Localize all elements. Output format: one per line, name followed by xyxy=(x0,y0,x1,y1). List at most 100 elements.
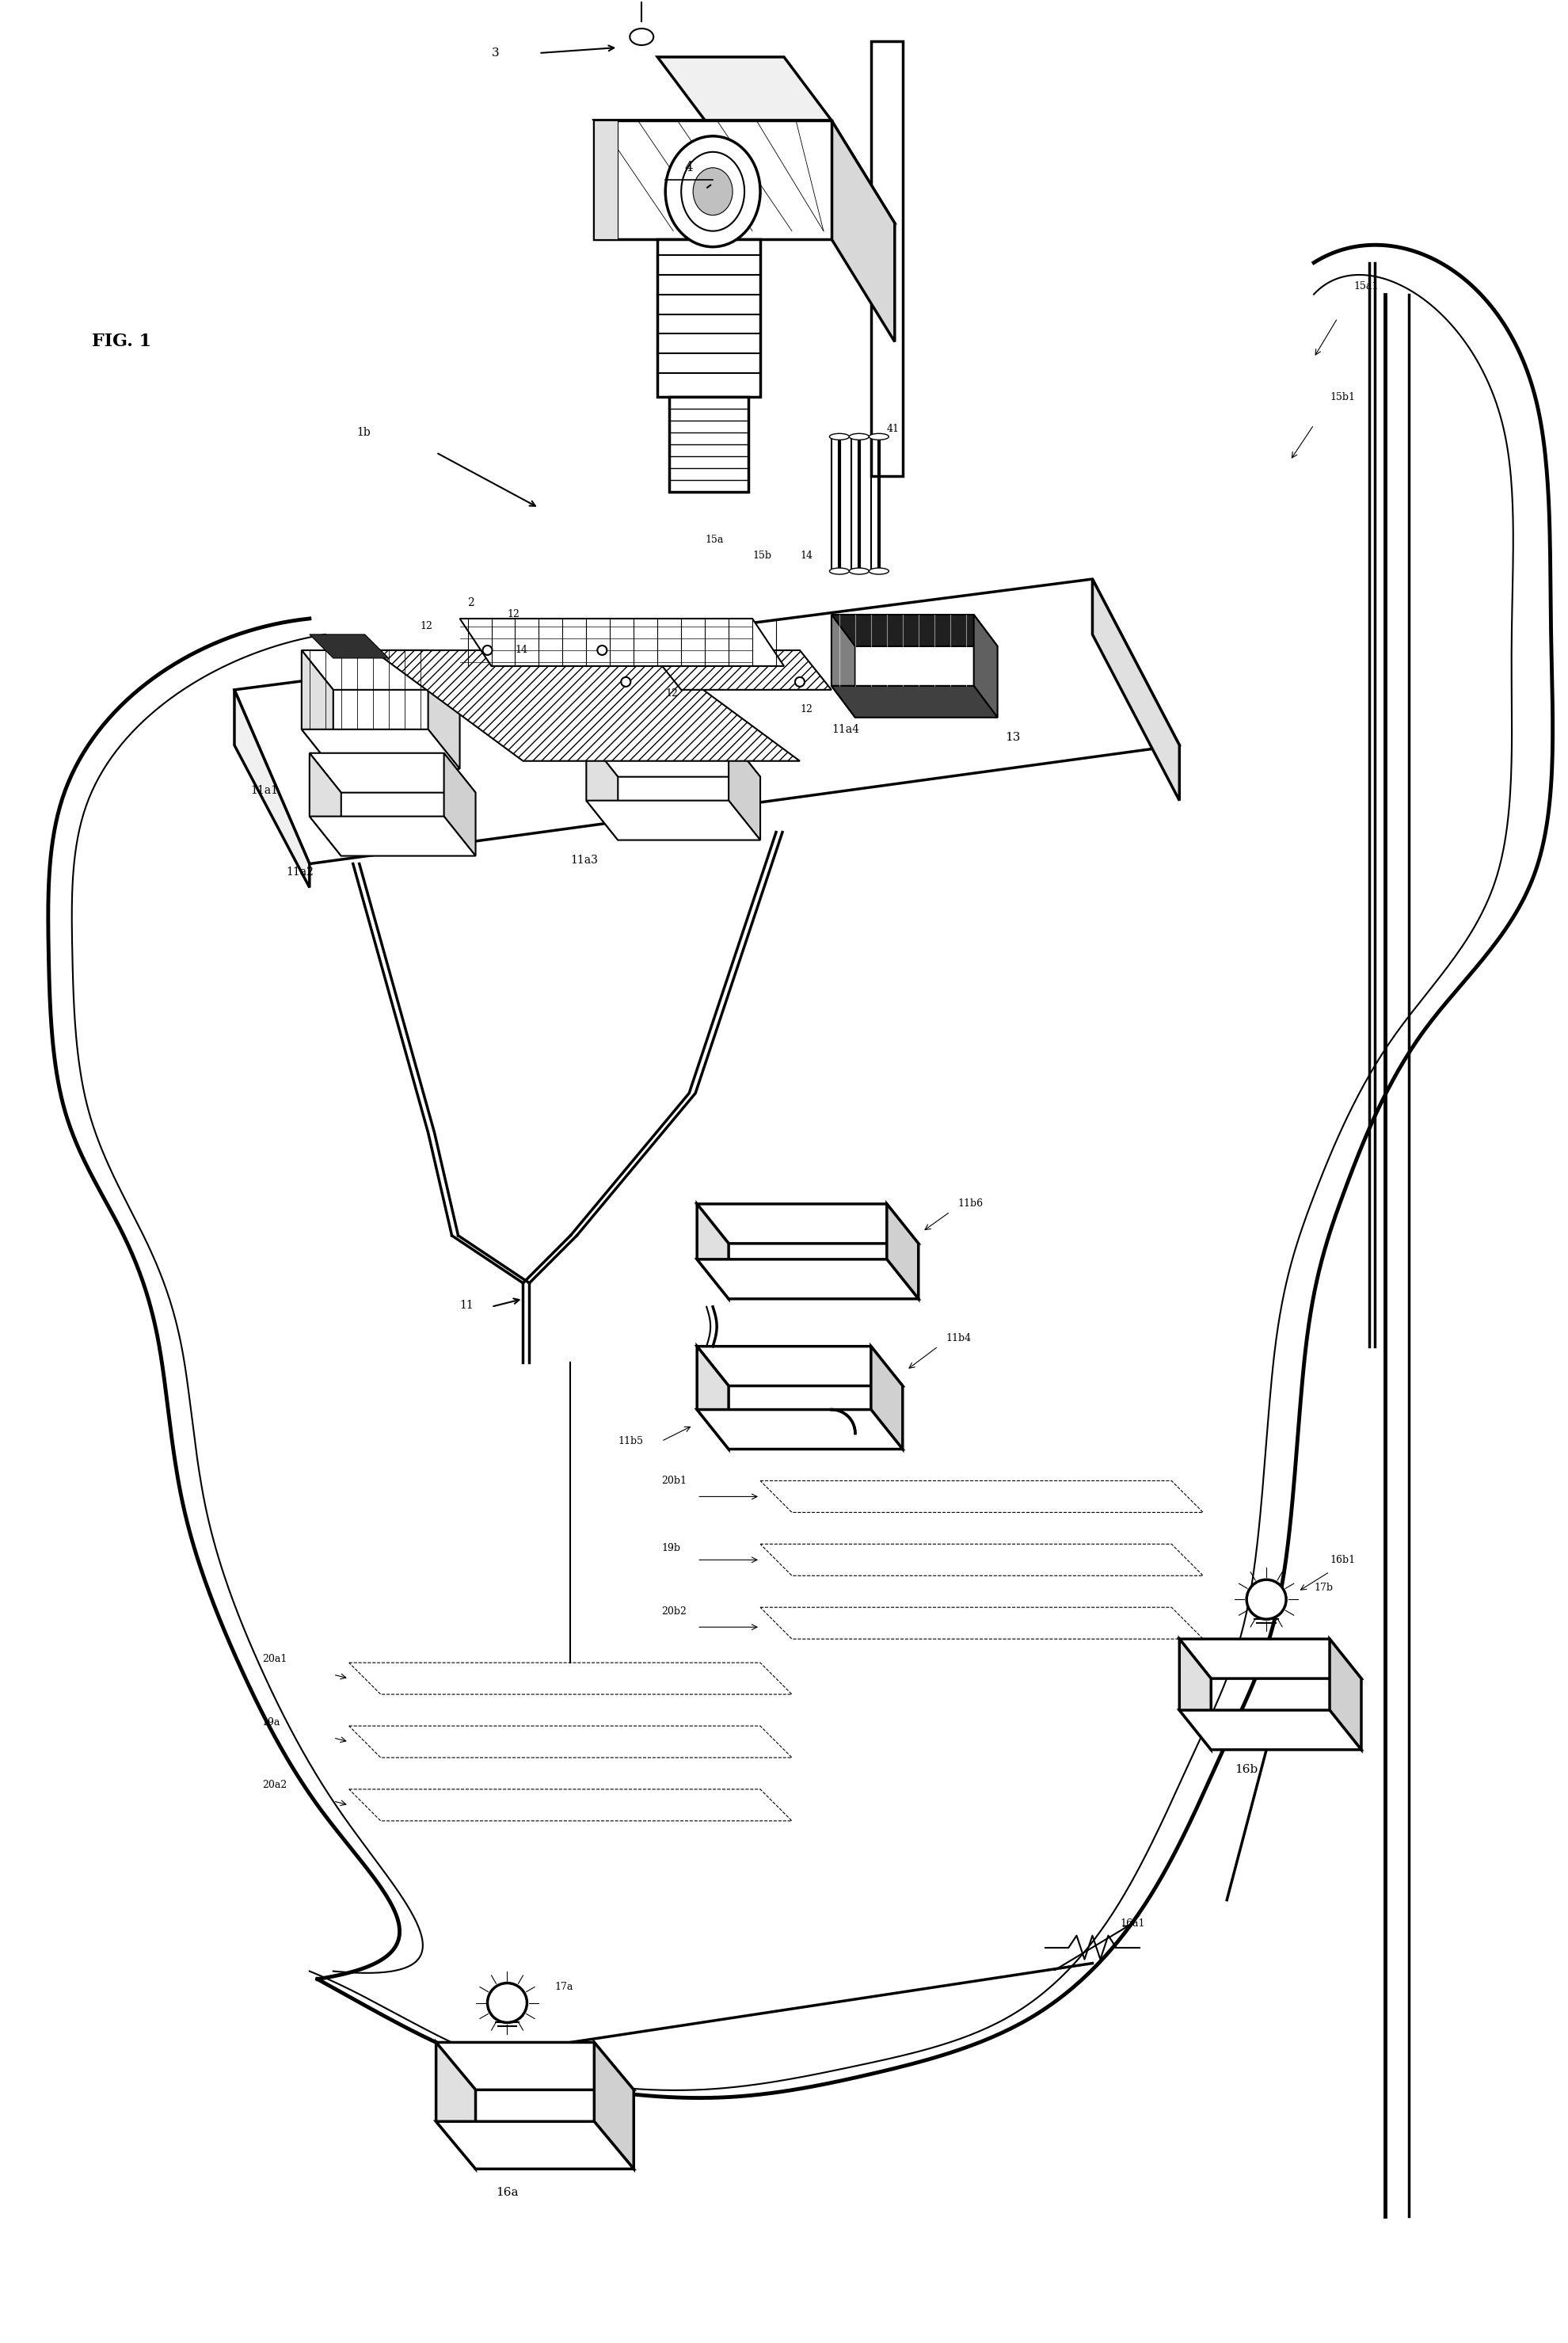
Polygon shape xyxy=(696,1258,917,1298)
Polygon shape xyxy=(670,396,748,492)
Text: 20b2: 20b2 xyxy=(662,1607,687,1617)
Circle shape xyxy=(1247,1579,1286,1619)
Polygon shape xyxy=(301,651,332,769)
Text: 12: 12 xyxy=(665,689,677,698)
Circle shape xyxy=(488,1982,527,2022)
Text: 14: 14 xyxy=(800,551,812,560)
Polygon shape xyxy=(657,239,760,396)
Polygon shape xyxy=(301,729,459,769)
Text: 14: 14 xyxy=(514,644,527,656)
Polygon shape xyxy=(436,2043,475,2170)
Text: 15b: 15b xyxy=(753,551,771,560)
Text: 41: 41 xyxy=(886,424,898,433)
Polygon shape xyxy=(657,56,831,119)
Text: 16b: 16b xyxy=(1234,1764,1258,1776)
Polygon shape xyxy=(886,1204,917,1298)
Polygon shape xyxy=(831,119,894,342)
Polygon shape xyxy=(870,1347,902,1448)
Polygon shape xyxy=(1179,1640,1210,1750)
Text: 17b: 17b xyxy=(1312,1582,1333,1593)
Text: 11a2: 11a2 xyxy=(285,867,314,876)
Polygon shape xyxy=(348,1727,792,1757)
Polygon shape xyxy=(309,752,340,855)
Polygon shape xyxy=(728,738,760,841)
Polygon shape xyxy=(696,1410,902,1448)
Polygon shape xyxy=(234,689,309,888)
Text: 11b6: 11b6 xyxy=(958,1200,983,1209)
Ellipse shape xyxy=(848,433,869,440)
Polygon shape xyxy=(696,1204,728,1298)
Polygon shape xyxy=(649,651,831,689)
Polygon shape xyxy=(309,635,389,658)
Text: 12: 12 xyxy=(506,609,519,621)
Polygon shape xyxy=(436,2120,633,2170)
Text: 19b: 19b xyxy=(662,1542,681,1553)
Text: 11a1: 11a1 xyxy=(249,785,278,797)
Polygon shape xyxy=(831,614,997,647)
Text: 19a: 19a xyxy=(262,1717,281,1727)
Polygon shape xyxy=(1179,1710,1361,1750)
Polygon shape xyxy=(870,42,902,476)
Polygon shape xyxy=(696,1204,917,1244)
Circle shape xyxy=(597,647,607,656)
Text: 12: 12 xyxy=(800,705,812,715)
Text: 15b1: 15b1 xyxy=(1330,391,1355,403)
Polygon shape xyxy=(594,2043,633,2170)
Polygon shape xyxy=(586,738,760,778)
Text: 12: 12 xyxy=(420,621,433,633)
Text: 11b4: 11b4 xyxy=(946,1333,971,1343)
Ellipse shape xyxy=(665,136,760,246)
Polygon shape xyxy=(444,752,475,855)
Polygon shape xyxy=(234,579,1179,865)
Ellipse shape xyxy=(829,567,848,574)
Text: 16a1: 16a1 xyxy=(1120,1919,1145,1928)
Polygon shape xyxy=(373,651,800,761)
Polygon shape xyxy=(696,1347,902,1385)
Ellipse shape xyxy=(681,152,745,232)
Polygon shape xyxy=(428,651,459,769)
Polygon shape xyxy=(1330,1640,1361,1750)
Polygon shape xyxy=(831,686,997,717)
Text: 17a: 17a xyxy=(555,1982,572,1992)
Polygon shape xyxy=(831,614,855,717)
Ellipse shape xyxy=(869,567,889,574)
Circle shape xyxy=(621,677,630,686)
Circle shape xyxy=(795,677,804,686)
Text: 11b5: 11b5 xyxy=(618,1436,643,1446)
Text: 20a2: 20a2 xyxy=(262,1781,287,1790)
Text: 3: 3 xyxy=(491,47,499,59)
Polygon shape xyxy=(459,619,784,665)
Ellipse shape xyxy=(848,567,869,574)
Polygon shape xyxy=(1091,579,1179,801)
Text: 4: 4 xyxy=(685,162,693,173)
Ellipse shape xyxy=(869,433,889,440)
Polygon shape xyxy=(760,1544,1203,1577)
Text: 15a: 15a xyxy=(704,534,723,544)
Polygon shape xyxy=(594,119,618,239)
Polygon shape xyxy=(594,119,831,239)
Polygon shape xyxy=(301,651,459,689)
Text: 16b1: 16b1 xyxy=(1330,1556,1355,1565)
Polygon shape xyxy=(348,1664,792,1694)
Ellipse shape xyxy=(829,433,848,440)
Polygon shape xyxy=(1179,1640,1361,1678)
Text: 11a4: 11a4 xyxy=(831,724,859,736)
Text: 20a1: 20a1 xyxy=(262,1654,287,1664)
Polygon shape xyxy=(348,1790,792,1821)
Polygon shape xyxy=(586,801,760,841)
Polygon shape xyxy=(309,752,475,792)
Text: 15a1: 15a1 xyxy=(1353,281,1378,291)
Polygon shape xyxy=(309,815,475,855)
Polygon shape xyxy=(594,119,894,223)
Text: FIG. 1: FIG. 1 xyxy=(93,333,152,351)
Polygon shape xyxy=(760,1481,1203,1514)
Polygon shape xyxy=(974,614,997,717)
Polygon shape xyxy=(586,738,618,841)
Text: 11: 11 xyxy=(459,1300,474,1310)
Text: 20b1: 20b1 xyxy=(662,1476,687,1485)
Text: 13: 13 xyxy=(1005,731,1021,743)
Ellipse shape xyxy=(693,169,732,216)
Text: 11a3: 11a3 xyxy=(571,855,597,865)
Text: 16a: 16a xyxy=(495,2186,519,2198)
Text: 1b: 1b xyxy=(358,426,372,438)
